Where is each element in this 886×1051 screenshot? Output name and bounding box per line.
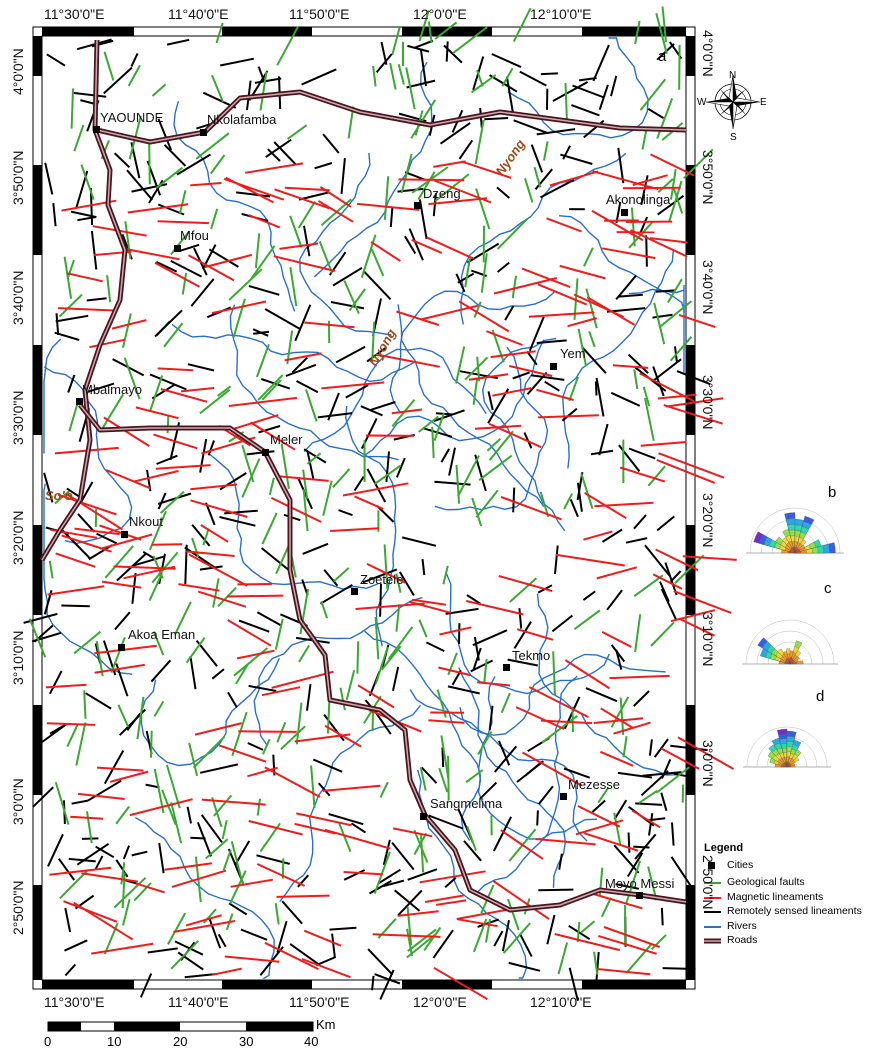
left-label-1: 4°0'0"N <box>10 48 26 95</box>
compass-n: N <box>729 70 737 81</box>
right-label-6: 3°10'0"N <box>700 612 716 667</box>
city-marker-yem <box>550 363 557 370</box>
scale-tick-0: 0 <box>44 1034 52 1049</box>
city-label-akoa-eman: Akoa Eman <box>128 627 196 642</box>
legend-item-cities: Cities <box>727 859 754 871</box>
rose-diagram-d <box>743 726 831 768</box>
city-label-nkolafamba: Nkolafamba <box>207 112 277 127</box>
compass-s: S <box>730 132 737 143</box>
bottom-label-1: 11°30'0"E <box>44 994 105 1010</box>
city-marker-tekmo <box>503 664 510 671</box>
top-label-2: 11°40'0"E <box>168 6 229 22</box>
bottom-label-2: 11°40'0"E <box>168 994 229 1010</box>
rose-diagram-c <box>742 619 838 665</box>
city-marker-akoa-eman <box>118 644 125 651</box>
scale-tick-30: 30 <box>239 1034 254 1049</box>
compass-w: W <box>697 97 707 108</box>
legend-title: Legend <box>704 842 744 854</box>
city-label-meler: Meler <box>270 432 303 447</box>
city-marker-meler <box>262 449 269 456</box>
city-label-dzeng: Dzeng <box>423 186 461 201</box>
city-label-yem: Yem <box>560 346 586 361</box>
top-label-1: 11°30'0"E <box>44 6 105 22</box>
panel-label-a: a <box>658 48 667 65</box>
city-label-tekmo: Tekmo <box>512 648 551 663</box>
scale-tick-10: 10 <box>107 1034 122 1049</box>
scale-tick-20: 20 <box>173 1034 188 1049</box>
city-marker-meyo-messi <box>636 892 643 899</box>
city-label-akonolinga: Akonolinga <box>606 192 671 207</box>
bottom-label-4: 12°0'0"E <box>413 994 467 1010</box>
left-label-8: 2°50'0"N <box>10 880 26 936</box>
city-marker-zoetele <box>351 588 358 595</box>
river-label-soo: So'o <box>45 488 73 503</box>
left-label-4: 3°30'0"N <box>10 390 26 446</box>
left-label-7: 3°0'0"N <box>10 778 26 825</box>
city-label-yaounde: YAOUNDE <box>100 110 164 125</box>
lineaments-layer <box>23 6 737 1001</box>
city-marker-sangmelima <box>420 813 427 820</box>
city-marker-mbalmayo <box>76 398 83 405</box>
bottom-label-5: 12°10'0"E <box>530 994 592 1010</box>
legend-item-magnetic-lineaments: Magnetic lineaments <box>727 891 824 903</box>
left-label-2: 3°50'0"N <box>10 150 26 206</box>
right-label-4: 3°30'0"N <box>700 375 716 430</box>
left-label-6: 3°10'0"N <box>10 630 26 686</box>
right-label-3: 3°40'0"N <box>700 260 716 315</box>
compass-e: E <box>760 97 767 108</box>
scale-unit: Km <box>316 1017 336 1032</box>
map-inner-border <box>41 35 687 981</box>
scale-tick-40: 40 <box>304 1034 319 1049</box>
city-marker-nkolafamba <box>200 129 207 136</box>
right-label-8: 2°50'0"N <box>700 855 716 910</box>
city-label-sangmelima: Sangmelima <box>430 796 503 811</box>
legend-item-remote-lineaments: Remotely sensed lineaments <box>727 905 862 917</box>
rose-diagram-b <box>746 507 844 554</box>
rose-label-b: b <box>828 484 837 501</box>
city-label-meyo-messi: Meyo Messi <box>605 876 675 891</box>
compass-icon <box>705 74 761 130</box>
legend-item-roads: Roads <box>727 934 758 946</box>
city-label-zoetele: Zoetele <box>360 572 404 587</box>
frame-ticks <box>33 27 695 989</box>
top-label-4: 12°0'0"E <box>413 6 467 22</box>
city-marker-mfou <box>174 245 181 252</box>
city-label-nkout: Nkout <box>129 514 163 529</box>
city-label-mfou: Mfou <box>180 228 209 243</box>
right-label-2: 3°50'0"N <box>700 150 716 205</box>
legend-symbols <box>704 862 721 944</box>
city-marker-akonolinga <box>621 209 628 216</box>
city-marker-mezesse <box>560 793 567 800</box>
city-marker-nkout <box>121 531 128 538</box>
city-marker-dzeng <box>414 202 421 209</box>
left-label-3: 3°40'0"N <box>10 270 26 326</box>
legend-item-geological-faults: Geological faults <box>727 876 805 888</box>
top-label-5: 12°10'0"E <box>530 6 592 22</box>
right-label-5: 3°20'0"N <box>700 493 716 548</box>
city-marker-yaounde <box>93 126 100 133</box>
bottom-label-3: 11°50'0"E <box>289 994 350 1010</box>
rose-label-c: c <box>824 580 832 597</box>
top-label-3: 11°50'0"E <box>289 6 350 22</box>
city-label-mezesse: Mezesse <box>568 777 621 792</box>
roads-layer <box>39 39 687 913</box>
rose-label-d: d <box>816 688 825 705</box>
right-label-7: 3°0'0"N <box>700 740 716 787</box>
legend-item-rivers: Rivers <box>727 920 757 932</box>
map-frame <box>32 26 696 990</box>
right-label-1: 4°0'0"N <box>700 30 716 77</box>
city-markers <box>76 126 643 899</box>
left-label-5: 3°20'0"N <box>10 510 26 566</box>
scale-bar <box>47 1021 314 1032</box>
city-label-mbalmayo: Mbalmayo <box>82 382 142 397</box>
